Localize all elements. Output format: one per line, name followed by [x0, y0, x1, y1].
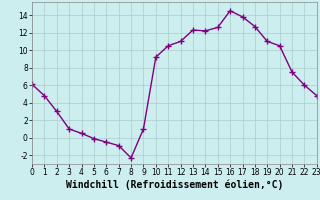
X-axis label: Windchill (Refroidissement éolien,°C): Windchill (Refroidissement éolien,°C)	[66, 180, 283, 190]
